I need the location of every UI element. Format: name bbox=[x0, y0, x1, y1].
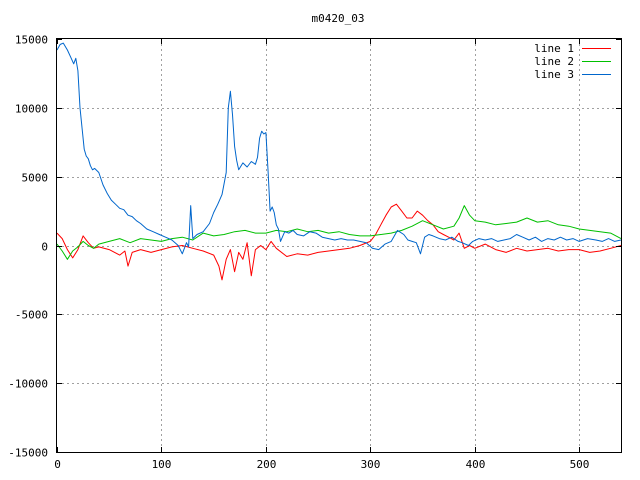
y-tick-label: -10000 bbox=[8, 378, 48, 391]
series-layer bbox=[56, 42, 622, 281]
y-tick-label: 0 bbox=[41, 241, 48, 254]
axis-ticks: 0 100 200 300 400 500 -15000 -10000 -5000 0 5000 10… bbox=[8, 34, 621, 471]
x-tick-label: 400 bbox=[466, 458, 486, 471]
legend-label-1: line 1 bbox=[534, 42, 574, 55]
legend-label-3: line 3 bbox=[534, 68, 574, 81]
y-tick-label: -15000 bbox=[8, 447, 48, 460]
plot-frame bbox=[56, 38, 622, 453]
y-tick-label: -5000 bbox=[15, 309, 48, 322]
chart-title: m0420_03 bbox=[312, 12, 365, 25]
series-line-1 bbox=[56, 203, 622, 281]
series-line-3 bbox=[56, 42, 622, 255]
grid-lines bbox=[57, 39, 621, 452]
y-tick-label: 5000 bbox=[22, 172, 49, 185]
series-line-2 bbox=[56, 205, 622, 260]
legend-label-2: line 2 bbox=[534, 55, 574, 68]
x-tick-label: 300 bbox=[361, 458, 381, 471]
x-tick-label: 100 bbox=[152, 458, 172, 471]
x-tick-label: 500 bbox=[570, 458, 590, 471]
x-tick-label: 200 bbox=[257, 458, 277, 471]
y-tick-label: 15000 bbox=[15, 34, 48, 47]
x-tick-label: 0 bbox=[54, 458, 61, 471]
y-tick-label: 10000 bbox=[15, 103, 48, 116]
